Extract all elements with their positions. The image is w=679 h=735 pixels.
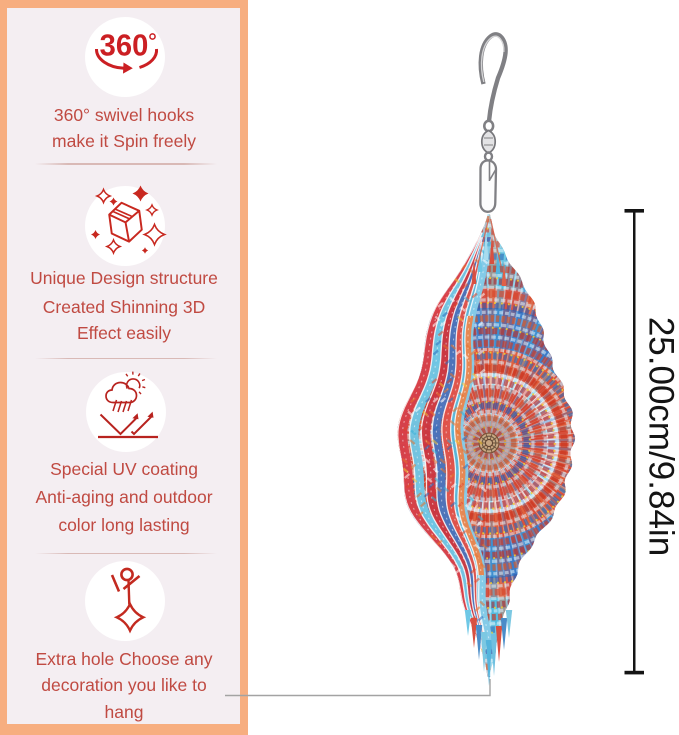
svg-text:360: 360	[100, 29, 149, 63]
svg-text:25.00cm/9.84in: 25.00cm/9.84in	[642, 317, 679, 556]
